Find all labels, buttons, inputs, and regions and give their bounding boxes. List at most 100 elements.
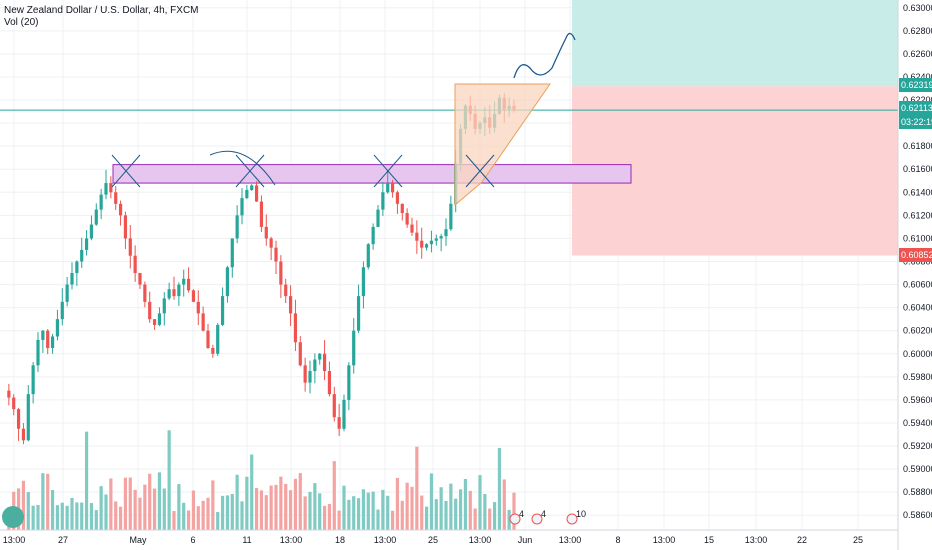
- time-tick-label: 15: [704, 535, 714, 545]
- volume-bar: [250, 454, 254, 530]
- countdown-tag: 03:22:19: [899, 115, 932, 129]
- candle-body: [31, 365, 35, 395]
- candle-body: [327, 371, 332, 395]
- time-tick-label: 13:00: [469, 535, 492, 545]
- time-tick-label: 11: [242, 535, 251, 545]
- volume-bar: [157, 472, 162, 530]
- volume-bar: [138, 497, 142, 530]
- candle-body: [420, 240, 424, 248]
- volume-bar: [293, 478, 298, 530]
- volume-bar: [172, 511, 176, 530]
- volume-bar: [21, 480, 26, 530]
- volume-bar: [60, 502, 64, 530]
- volume-bar: [376, 509, 380, 530]
- volume-bar: [191, 490, 196, 530]
- candle-body: [109, 183, 113, 193]
- target-price-tag: 0.62319: [899, 78, 932, 92]
- candle-body: [235, 215, 239, 239]
- volume-bar: [512, 492, 516, 530]
- volume-bar: [240, 501, 244, 530]
- candle-body: [395, 192, 400, 204]
- volume-bar: [94, 510, 98, 530]
- volume-bar: [269, 485, 273, 530]
- volume-bar: [449, 483, 453, 530]
- candle-body: [65, 284, 69, 302]
- candle-body: [143, 284, 147, 302]
- time-tick-label: 13:00: [280, 535, 303, 545]
- time-tick-label: 13:00: [3, 535, 26, 545]
- candle-body: [410, 224, 414, 233]
- candle-body: [322, 353, 327, 372]
- volume-bar: [400, 500, 404, 530]
- candle-body: [177, 284, 181, 297]
- candle-body: [201, 313, 205, 331]
- candle-body: [274, 247, 278, 262]
- candle-body: [390, 183, 395, 193]
- volume-bar: [274, 484, 278, 530]
- volume-bar: [454, 498, 458, 530]
- volume-bar: [152, 488, 157, 530]
- candle-body: [318, 353, 322, 360]
- volume-bar: [356, 498, 361, 530]
- stop-price-tag: 0.60852: [899, 248, 932, 262]
- candle-body: [352, 330, 356, 366]
- volume-bar: [186, 510, 191, 530]
- volume-bar: [381, 489, 385, 530]
- volume-bar: [429, 473, 434, 530]
- time-tick-label: 8: [615, 535, 620, 545]
- volume-bar: [80, 502, 84, 530]
- volume-bar: [245, 476, 249, 530]
- candle-body: [36, 339, 40, 366]
- touch-mark: [111, 154, 141, 188]
- candle-body: [167, 289, 171, 299]
- candle-body: [293, 313, 298, 343]
- volume-bar: [303, 496, 307, 530]
- volume-bar: [36, 504, 40, 530]
- candle-body: [152, 319, 157, 325]
- touch-mark: [465, 154, 495, 188]
- event-flag-icon: [566, 513, 578, 525]
- time-tick-label: 25: [853, 535, 863, 545]
- candle-body: [386, 183, 390, 193]
- volume-bar: [230, 493, 234, 530]
- volume-bar: [483, 494, 487, 530]
- volume-bar: [308, 491, 312, 530]
- current-price-tag: 0.62113: [899, 101, 932, 115]
- candle-body: [191, 290, 196, 302]
- volume-bar: [488, 508, 492, 530]
- candle-body: [381, 192, 385, 210]
- candle-body: [429, 240, 434, 245]
- volume-bar: [424, 506, 429, 530]
- candle-body: [444, 229, 448, 237]
- candle-body: [288, 296, 293, 314]
- volume-bar: [216, 511, 220, 530]
- volume-bar: [284, 483, 288, 530]
- volume-bar: [444, 500, 448, 530]
- volume-bar: [143, 484, 147, 530]
- candle-body: [439, 236, 443, 239]
- tradingview-logo-icon[interactable]: [2, 506, 24, 528]
- volume-bar: [75, 502, 79, 530]
- candle-body: [371, 226, 375, 245]
- candle-body: [46, 330, 50, 348]
- candle-body: [118, 203, 123, 216]
- time-tick-label: May: [129, 535, 147, 545]
- volume-bar: [342, 485, 346, 530]
- candle-body: [21, 428, 26, 441]
- symbol-title: New Zealand Dollar / U.S. Dollar, 4h, FX…: [4, 5, 199, 16]
- candle-body: [157, 313, 162, 325]
- candle-body: [313, 359, 317, 372]
- candle-body: [138, 273, 142, 285]
- candle-body: [361, 267, 366, 297]
- volume-bar: [70, 497, 74, 530]
- candle-body: [128, 238, 132, 256]
- time-tick-label: Jun: [518, 535, 533, 545]
